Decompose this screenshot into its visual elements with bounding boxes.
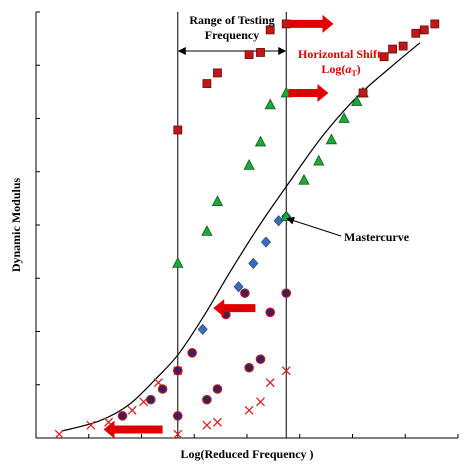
triangle-shifted-point <box>325 133 338 145</box>
triangle-original-point <box>172 256 184 268</box>
circle-original-point <box>202 394 212 405</box>
square-original-point <box>213 68 222 78</box>
triangle-original-point <box>211 195 224 206</box>
circle-original-point <box>255 354 266 364</box>
triangle-original-point <box>264 98 276 110</box>
x-original-point <box>213 417 222 427</box>
triangle-original-point <box>254 135 267 147</box>
y-axis-label: Dynamic Modulus <box>9 178 23 273</box>
triangle-shifted-point <box>298 173 310 185</box>
annotations: Range of Testing Frequency Horizontal Sh… <box>9 13 410 461</box>
square-shifted-point <box>411 28 421 38</box>
circle-shifted-point <box>145 394 156 405</box>
circle-original-point <box>172 411 183 421</box>
square-shifted-point <box>358 88 368 98</box>
x-original-point <box>202 420 212 430</box>
circle-shifted-point <box>117 411 128 421</box>
square-original-point <box>244 50 254 59</box>
circle-original-point <box>244 362 254 373</box>
square-shifted-point <box>398 41 408 51</box>
range-title-line1: Range of Testing <box>189 13 274 27</box>
log-at-label: Log(aT) <box>321 62 360 78</box>
log-at-sub: T <box>351 69 357 78</box>
circle-shifted-point <box>157 384 168 394</box>
axes <box>35 11 459 439</box>
x-original-point <box>244 405 254 415</box>
square-shifted-point <box>379 52 389 62</box>
square-original-point <box>256 48 265 57</box>
x-shifted-point <box>86 420 96 430</box>
triangle-original-point <box>201 225 213 236</box>
x-stroke <box>86 420 96 430</box>
x-stroke <box>173 429 183 439</box>
square-original-point <box>265 25 275 35</box>
diamond-shifted-point <box>260 236 272 248</box>
x-stroke <box>256 397 265 407</box>
data-points <box>54 19 440 439</box>
x-shifted-point <box>127 405 137 415</box>
circle-original-point <box>265 307 276 318</box>
x-stroke <box>213 417 222 427</box>
x-stroke <box>104 417 114 427</box>
diamond-shifted-point <box>197 323 208 335</box>
testing-range <box>177 12 287 438</box>
x-stroke <box>281 366 291 376</box>
x-original-point <box>265 378 275 388</box>
circle-original-point <box>212 384 223 394</box>
square-shifted-point <box>419 25 429 35</box>
triangle-shifted-point <box>313 154 325 166</box>
x-stroke <box>54 429 64 439</box>
x-stroke <box>265 378 275 388</box>
triangle-shifted-point <box>351 95 363 106</box>
shift-arrow-right <box>288 83 329 102</box>
x-stroke <box>244 405 254 415</box>
x-axis-label: Log(Reduced Frequency ) <box>180 447 313 461</box>
log-at-prefix: Log( <box>321 62 345 76</box>
log-at-italic: a <box>345 62 351 76</box>
circle-shifted-point <box>172 365 183 376</box>
x-shifted-point <box>54 429 64 439</box>
x-stroke <box>202 420 212 430</box>
horizontal-shift-label: Horizontal Shift, <box>298 47 384 61</box>
x-original-point <box>281 366 291 376</box>
square-shifted-point <box>388 44 397 54</box>
shift-arrow-left <box>213 299 256 318</box>
circle-original-point <box>281 288 292 298</box>
shift-arrows <box>103 14 334 439</box>
shift-arrow-right <box>289 14 334 33</box>
x-original-point <box>256 397 265 407</box>
x-stroke <box>153 378 163 388</box>
triangle-original-point <box>243 159 255 170</box>
diamond-shifted-point <box>248 257 259 269</box>
x-stroke <box>127 405 137 415</box>
square-original-point <box>173 125 183 135</box>
diamond-shifted-point <box>233 281 244 293</box>
square-original-point <box>281 19 291 29</box>
circle-shifted-point <box>240 288 250 298</box>
range-title-line2: Frequency <box>205 28 259 42</box>
square-shifted-point <box>430 19 440 29</box>
mastercurve-pointer <box>286 216 342 237</box>
shift-arrow-left <box>103 420 163 439</box>
square-original-point <box>202 79 212 88</box>
triangle-shifted-point <box>338 112 350 123</box>
x-original-point <box>173 429 183 439</box>
circle-shifted-point <box>187 347 197 358</box>
mastercurve-label: Mastercurve <box>344 230 410 244</box>
log-at-suffix: ) <box>357 62 361 76</box>
